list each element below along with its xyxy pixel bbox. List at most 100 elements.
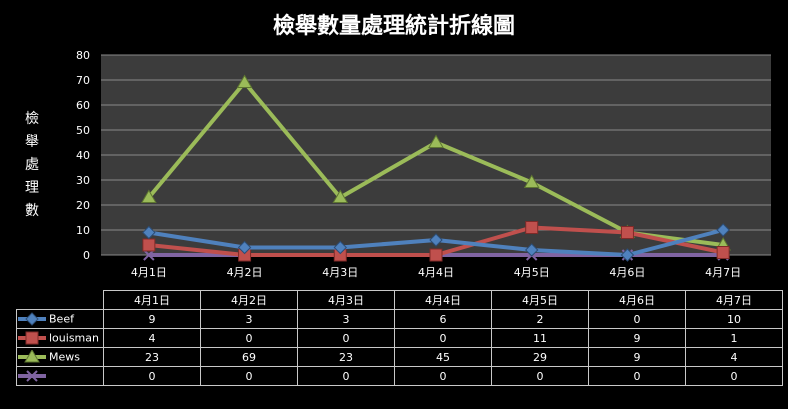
y-tick-label: 70 [76, 74, 90, 87]
y-tick-label: 40 [76, 149, 90, 162]
table-cell: 4 [685, 347, 783, 367]
legend-series-name: Mews [49, 350, 80, 364]
data-point [620, 248, 635, 262]
y-axis-label-char: 理 [25, 180, 39, 196]
data-table: 4月1日 4月2日 4月3日 4月4日 4月5日 4月6日 4月7日 Beef 9 3 3 6 2 0 1… [16, 290, 783, 386]
table-cell: 0 [588, 309, 686, 329]
table-cell: 0 [588, 366, 686, 386]
legend-key [18, 331, 46, 345]
data-point [26, 370, 38, 382]
table-row-header: Mews [16, 347, 104, 367]
data-point [25, 312, 39, 326]
table-cell: 3 [200, 309, 298, 329]
table-cell: 69 [200, 347, 298, 367]
series-louisman [142, 221, 730, 262]
y-axis-label-char: 數 [25, 203, 39, 219]
series-layer [140, 74, 732, 262]
x-tick-label: 4月5日 [514, 266, 550, 279]
data-point [25, 331, 39, 345]
data-point [140, 189, 157, 203]
y-axis-label-char: 舉 [25, 134, 39, 150]
legend-key [18, 312, 46, 326]
y-axis-ticks: 0 10 20 30 40 50 60 70 80 [76, 49, 90, 262]
y-tick-label: 20 [76, 199, 90, 212]
data-point [429, 248, 443, 262]
x-axis-ticks: 4月1日 4月2日 4月3日 4月4日 4月5日 4月6日 4月7日 [131, 266, 741, 279]
data-point [143, 249, 155, 261]
x-tick-label: 4月3日 [322, 266, 358, 279]
table-column-header: 4月3日 [297, 290, 395, 310]
data-table-header: 4月1日 4月2日 4月3日 4月4日 4月5日 4月6日 4月7日 [17, 290, 783, 310]
table-column-header: 4月5日 [491, 290, 589, 310]
x-tick-label: 4月4日 [418, 266, 454, 279]
x-tick-label: 4月6日 [609, 266, 645, 279]
table-row-header: louisman [16, 328, 104, 348]
y-axis-label: 檢舉處理數 [22, 108, 42, 223]
table-row: louisman 4 0 0 0 11 9 1 [16, 328, 783, 348]
table-cell: 4 [103, 328, 201, 348]
data-point [236, 74, 253, 88]
table-cell: 0 [394, 366, 492, 386]
data-point [523, 174, 540, 188]
table-corner [17, 291, 104, 310]
table-cell: 9 [588, 347, 686, 367]
gridlines [101, 54, 771, 256]
table-row: Mews 23 69 23 45 29 9 4 [16, 347, 783, 367]
data-point [525, 243, 539, 257]
table-cell: 0 [103, 366, 201, 386]
table-row-header [16, 366, 104, 386]
data-point [332, 189, 349, 203]
data-point [142, 238, 156, 252]
table-cell: 23 [297, 347, 395, 367]
table-column-header: 4月2日 [200, 290, 298, 310]
table-column-header: 4月1日 [103, 290, 201, 310]
table-cell: 0 [394, 328, 492, 348]
table-cell: 9 [103, 309, 201, 329]
data-point [333, 240, 347, 255]
table-cell: 0 [685, 366, 783, 386]
data-point [716, 246, 730, 259]
table-cell: 11 [491, 328, 589, 348]
table-column-header: 4月6日 [588, 290, 686, 310]
y-axis-label-char: 處 [25, 157, 39, 173]
legend-series-name: Beef [49, 312, 74, 326]
data-point [429, 233, 443, 247]
data-point [428, 134, 444, 148]
y-tick-label: 80 [76, 49, 90, 62]
table-cell: 9 [588, 328, 686, 348]
table-cell: 0 [297, 328, 395, 348]
table-cell: 0 [491, 366, 589, 386]
x-tick-label: 4月2日 [227, 266, 263, 279]
y-tick-label: 60 [76, 99, 90, 112]
x-tick-label: 4月1日 [131, 266, 167, 279]
table-cell: 23 [103, 347, 201, 367]
table-column-header: 4月7日 [685, 290, 783, 310]
data-point [525, 221, 539, 234]
table-cell: 3 [297, 309, 395, 329]
y-axis-label-char: 檢 [25, 111, 39, 127]
data-point [620, 226, 634, 239]
data-table-body: Beef 9 3 3 6 2 0 10 louisman 4 0 0 0 11 9 1 Mews 23 69 23 45… [16, 309, 783, 386]
table-cell: 10 [685, 309, 783, 329]
chart-title: 檢舉數量處理統計折線圖 [272, 13, 515, 39]
table-cell: 0 [200, 366, 298, 386]
y-tick-label: 30 [76, 174, 90, 187]
table-cell: 2 [491, 309, 589, 329]
data-point [24, 350, 40, 363]
table-column-header: 4月4日 [394, 290, 492, 310]
table-cell: 1 [685, 328, 783, 348]
series-beef [142, 223, 730, 262]
legend-series-name: louisman [49, 331, 99, 345]
table-cell: 29 [491, 347, 589, 367]
table-row-header: Beef [16, 309, 104, 329]
y-tick-label: 50 [76, 124, 90, 137]
legend-key [18, 370, 46, 382]
x-tick-label: 4月7日 [705, 266, 741, 279]
table-cell: 45 [394, 347, 492, 367]
table-cell: 0 [200, 328, 298, 348]
data-point [716, 223, 730, 237]
table-cell: 0 [297, 366, 395, 386]
data-point [237, 240, 252, 255]
